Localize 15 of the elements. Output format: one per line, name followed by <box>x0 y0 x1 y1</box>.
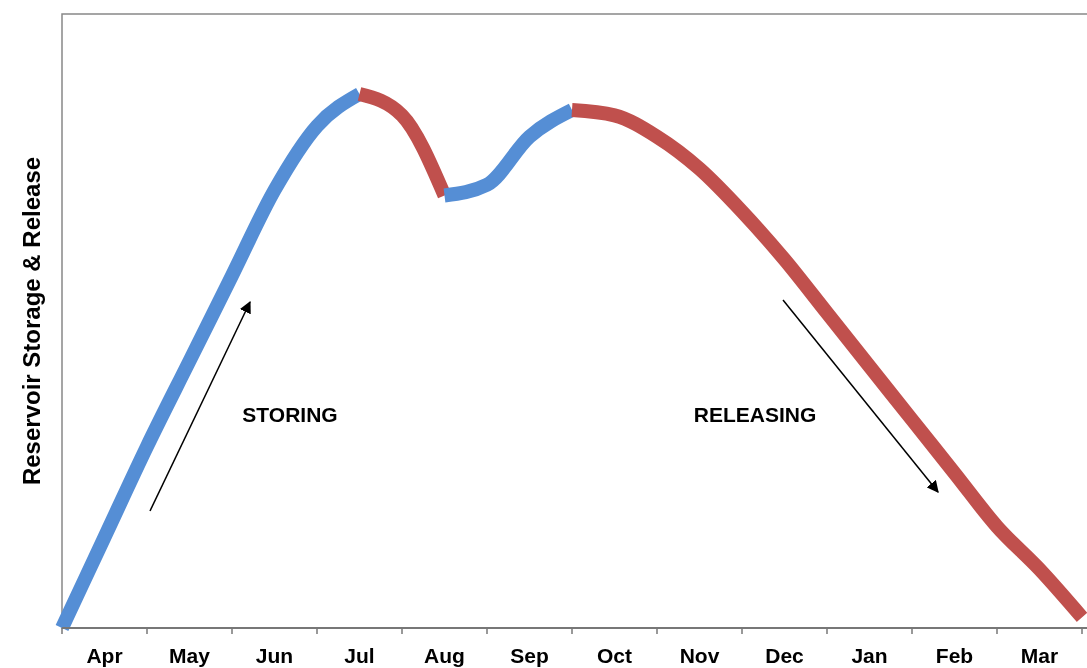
annotation: STORING <box>242 402 338 426</box>
annotation: RELEASING <box>693 402 817 426</box>
x-tick-label: Nov <box>679 644 720 667</box>
x-tick-label: Jan <box>851 644 888 667</box>
x-tick-label: Aug <box>424 644 465 667</box>
x-tick-label: Apr <box>86 644 123 667</box>
x-tick-label: Feb <box>935 644 974 667</box>
y-axis-title: Reservoir Storage & Release <box>18 156 45 486</box>
x-tick-label: Jun <box>255 644 294 667</box>
x-tick-label: Jul <box>344 644 375 667</box>
x-tick-label: Oct <box>596 644 633 667</box>
x-tick-label: Sep <box>510 644 549 667</box>
x-tick-label: May <box>169 644 211 667</box>
x-tick-label: Dec <box>765 644 805 667</box>
x-tick-label: Mar <box>1020 644 1059 667</box>
